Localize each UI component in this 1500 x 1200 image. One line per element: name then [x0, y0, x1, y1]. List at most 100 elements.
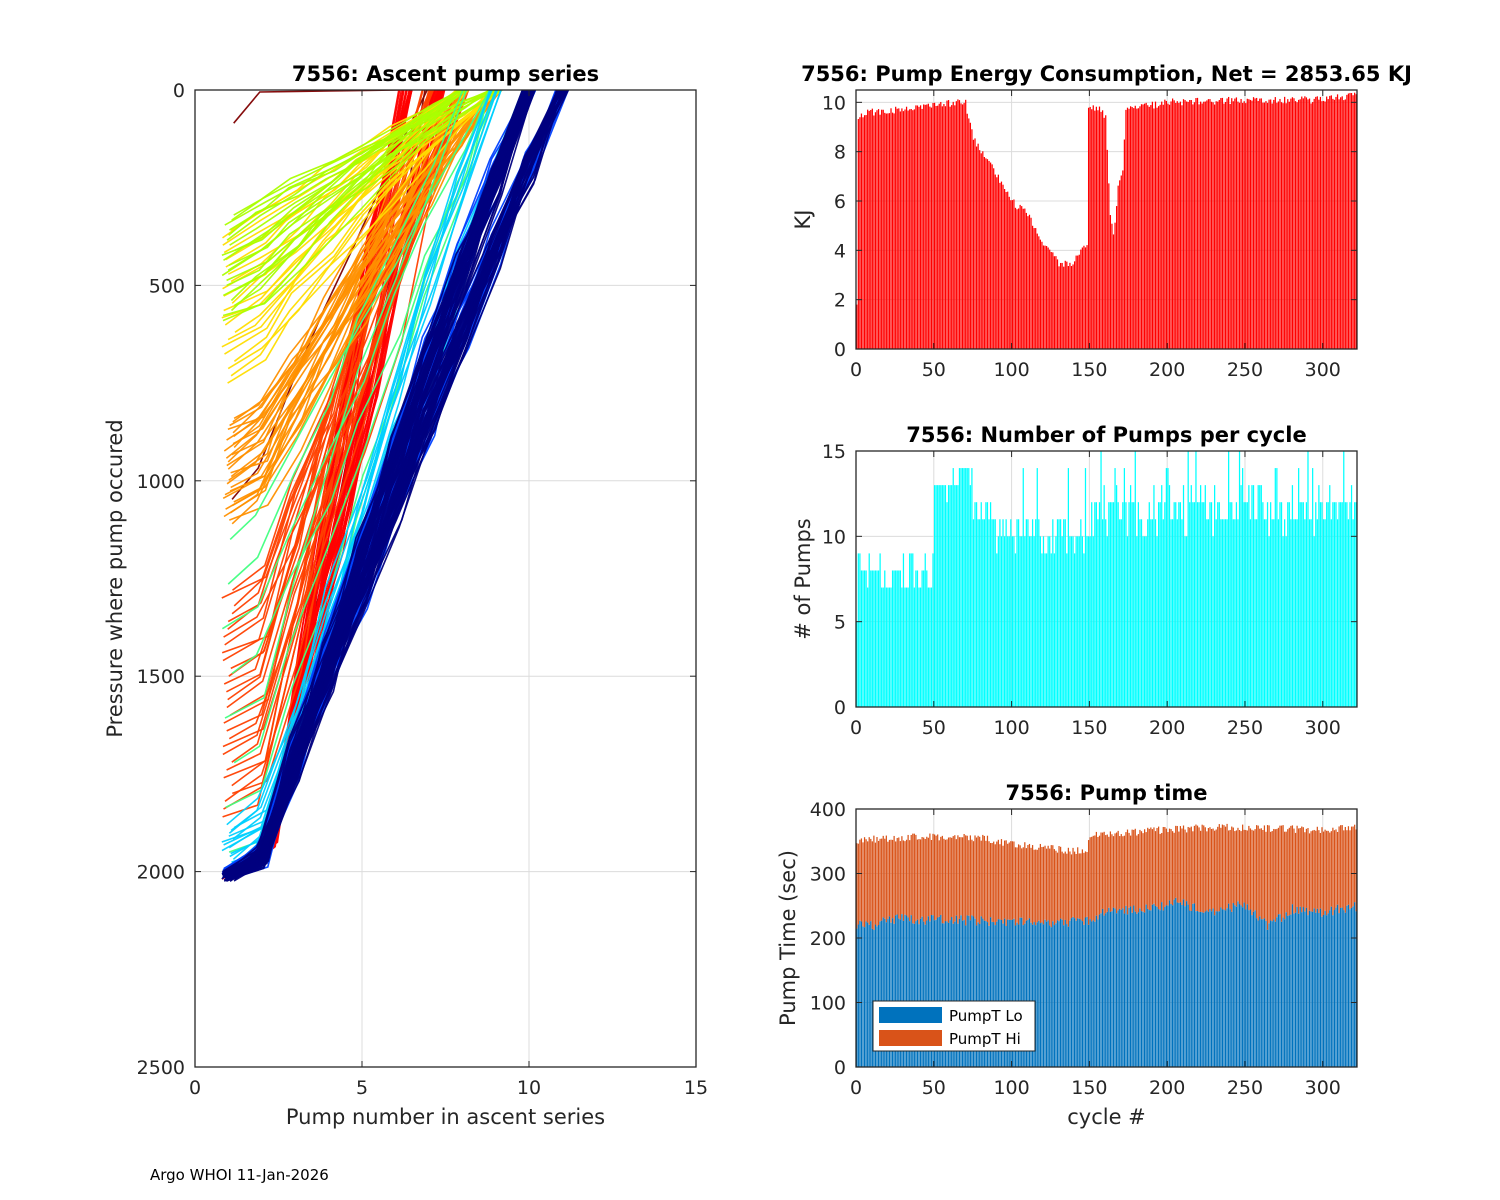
pumpt-hi-bar [1021, 848, 1023, 918]
pumpt-hi-bar [927, 837, 929, 917]
energy-bar [1333, 99, 1336, 349]
npumps-bar [1346, 502, 1348, 707]
pumpt-lo-bar [1329, 910, 1331, 1067]
pumpt-hi-bar [1301, 826, 1303, 913]
pumpt-hi-bar [1129, 835, 1132, 907]
npumps-bar [1145, 536, 1147, 707]
pumpt-lo-bar [1200, 911, 1202, 1067]
pumpt-hi-bar [958, 837, 961, 919]
pumpt-hi-bar [1330, 831, 1332, 907]
pumpt-hi-bar [1049, 848, 1051, 926]
pumpt-hi-bar [979, 836, 981, 924]
pumpt-hi-bar [988, 841, 990, 926]
pumpt-lo-bar [1109, 911, 1112, 1067]
pumpt-lo-bar [1237, 901, 1239, 1067]
pumpt-lo-bar [946, 921, 948, 1067]
npumps-bar [1257, 485, 1259, 707]
energy-bar [1091, 109, 1093, 350]
pumpt-hi-bar [983, 835, 985, 921]
pumpt-hi-bar [1073, 851, 1076, 919]
pumpt-hi-bar [985, 840, 987, 922]
pumpt-hi-bar [1063, 853, 1065, 926]
pumpt-hi-bar [989, 843, 992, 918]
energy-bar [1279, 98, 1281, 349]
pumpt-lo-bar [1167, 905, 1169, 1067]
pumpt-lo-bar [1262, 919, 1264, 1067]
energy-bar [935, 105, 937, 349]
profile-line [231, 90, 470, 525]
pumpt-hi-bar [1192, 831, 1194, 904]
npumps-bar [961, 468, 964, 707]
energy-bar [916, 105, 919, 349]
npumps-bar [1273, 519, 1275, 707]
pumpt-lo-bar [1145, 904, 1147, 1067]
energy-bar [1073, 261, 1076, 349]
y-tick-label: 200 [810, 928, 846, 950]
pumpt-lo-bar [960, 915, 962, 1067]
energy-bar [1263, 102, 1266, 349]
pumpt-lo-bar [913, 923, 915, 1067]
pumpt-lo-bar [1067, 926, 1069, 1067]
energy-bar [1007, 191, 1009, 349]
pumpt-hi-bar [1164, 827, 1166, 907]
pumpt-hi-bar [1092, 835, 1094, 921]
pumpt-hi-bar [1120, 834, 1122, 910]
pumpt-hi-bar [1014, 847, 1017, 926]
energy-bar [1142, 104, 1144, 349]
pumpt-lo-bar [1301, 912, 1303, 1067]
energy-bar [946, 100, 948, 349]
pumpt-lo-bar [1327, 913, 1329, 1067]
energy-bar [1288, 101, 1290, 349]
npumps-bar [1114, 468, 1116, 707]
energy-bar [954, 105, 956, 349]
pumpt-lo-bar [1274, 921, 1276, 1067]
pumpt-hi-bar [1140, 831, 1143, 912]
pumpt-lo-bar [888, 916, 891, 1067]
pumpt-lo-bar [988, 925, 990, 1067]
pumpt-lo-bar [944, 921, 947, 1067]
pumpt-lo-bar [1111, 911, 1113, 1067]
energy-bar [1165, 100, 1168, 349]
npumps-bar [1259, 485, 1261, 707]
npumps-bar [1313, 536, 1315, 707]
pumpt-lo-bar [1164, 906, 1166, 1067]
pumpt-lo-bar [1338, 913, 1340, 1067]
profile-line [230, 90, 461, 312]
legend: PumpT Lo PumpT Hi [872, 1000, 1036, 1052]
pumpt-lo-bar [885, 922, 887, 1067]
energy-bar [1000, 181, 1003, 349]
energy-bar [1103, 117, 1105, 349]
npumps-bar [1355, 502, 1357, 707]
energy-bar [1176, 101, 1178, 349]
pumpt-hi-bar [1050, 845, 1052, 928]
energy-bar [1030, 217, 1032, 349]
pumpt-lo-bar [927, 916, 929, 1067]
npumps-bar [1322, 519, 1325, 707]
pumpt-hi-bar [1186, 832, 1188, 902]
pumpt-lo-bar [1179, 902, 1182, 1067]
npumps-bar [1204, 485, 1206, 707]
npumps-bar [1117, 502, 1119, 707]
npumps-bar [1115, 485, 1118, 707]
pumpt-hi-bar [1007, 843, 1009, 920]
npumps-bar [1131, 502, 1133, 707]
pumpt-lo-bar [865, 921, 867, 1067]
energy-bar [1184, 100, 1186, 349]
chart-title: 7556: Ascent pump series [292, 62, 599, 86]
pumpt-lo-bar [935, 919, 937, 1067]
npumps-bar [915, 570, 917, 707]
pumpt-hi-bar [1284, 831, 1286, 920]
pumpt-lo-bar [909, 921, 911, 1067]
profile-line [227, 90, 464, 585]
pumpt-hi-bar [1125, 832, 1127, 906]
energy-bar [955, 101, 957, 349]
y-tick-label: 10 [822, 92, 846, 114]
npumps-bar [1128, 502, 1130, 707]
energy-bar [1238, 102, 1241, 349]
pumpt-hi-bar [954, 835, 956, 922]
pumpt-hi-bar [1105, 835, 1107, 914]
pumpt-hi-bar [1158, 826, 1160, 910]
pumpt-lo-bar [1000, 919, 1003, 1067]
npumps-bar [1024, 536, 1026, 707]
pumpt-lo-bar [1248, 910, 1250, 1067]
